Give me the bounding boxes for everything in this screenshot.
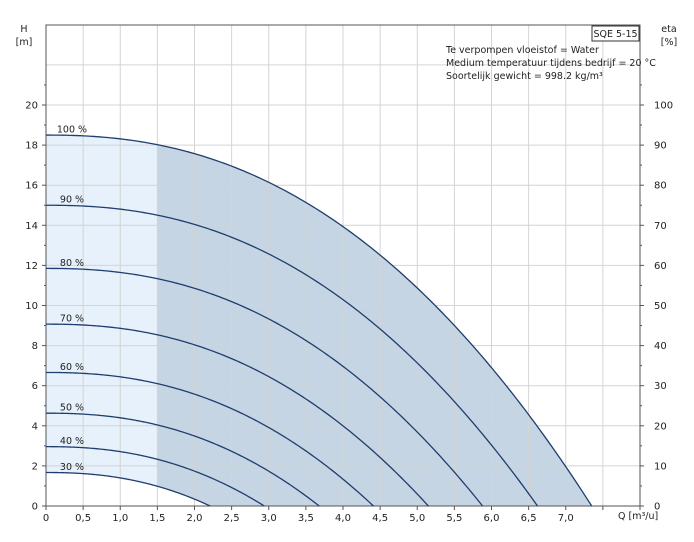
y-right-tick-label: 80 (654, 181, 667, 192)
x-tick-label: 4,5 (372, 513, 388, 524)
x-tick-label: 5,0 (409, 513, 425, 524)
chart-title: SQE 5-15 (593, 29, 637, 40)
grid (46, 25, 640, 506)
title-box (591, 25, 640, 42)
pump-curve-40-percent (46, 446, 265, 507)
x-axis-ticks: 0 0,5 1,0 1,5 2,0 2,5 3,0 3,5 4,0 4,5 5,0 5,5 6,0 6,5… (43, 506, 641, 524)
y-right-tick-label: 50 (654, 301, 667, 312)
y-left-tick-label: 8 (32, 341, 38, 352)
pump-curve-30-percent (46, 471, 211, 507)
low-flow-region (46, 135, 158, 487)
y-left-tick-label: 2 (32, 461, 38, 472)
y-right-axis-label: eta (661, 24, 676, 35)
info-line-temperature: Medium temperatuur tijdens bedrijf = 20 … (446, 58, 656, 69)
pump-curve-90-percent (45, 204, 539, 507)
x-tick-label: 7,0 (558, 513, 574, 524)
y-left-tick-label: 18 (25, 141, 38, 152)
curve-label-60-percent: 60 % (60, 362, 84, 373)
y-right-tick-label: 100 (654, 101, 673, 112)
y-right-axis-ticks: 0 10 20 30 40 50 60 70 80 90 100 (640, 84, 673, 513)
operating-area-region (157, 144, 592, 507)
curve-label-90-percent: 90 % (60, 195, 84, 206)
x-tick-label: 1,5 (149, 513, 165, 524)
info-line-fluid: Te verpompen vloeistof = Water (445, 45, 599, 56)
y-right-tick-label: 20 (654, 421, 667, 432)
x-tick-label: 3,0 (261, 513, 277, 524)
y-right-tick-label: 10 (654, 461, 667, 472)
curve-label-40-percent: 40 % (60, 436, 84, 447)
pump-curve-60-percent (45, 371, 374, 507)
info-line-density: Soortelijk gewicht = 998.2 kg/m³ (446, 71, 603, 82)
x-tick-label: 0,5 (75, 513, 91, 524)
y-right-axis-unit: [%] (661, 37, 677, 48)
y-left-tick-label: 16 (25, 181, 38, 192)
curve-label-50-percent: 50 % (60, 403, 84, 414)
y-left-tick-label: 20 (25, 101, 38, 112)
x-tick-label: 4,0 (335, 513, 351, 524)
curve-label-100-percent: 100 % (57, 124, 87, 135)
x-tick-label: 2,0 (187, 513, 203, 524)
pump-curve-100-percent (45, 134, 593, 507)
x-axis-label: Q [m³/u] (618, 511, 658, 522)
curve-label-30-percent: 30 % (60, 462, 84, 473)
curve-label-80-percent: 80 % (60, 258, 84, 269)
x-tick-label: 3,5 (298, 513, 314, 524)
y-right-tick-label: 60 (654, 261, 667, 272)
pump-curve-70-percent (45, 323, 429, 507)
x-tick-label: 0 (43, 513, 49, 524)
x-tick-label: 5,5 (446, 513, 462, 524)
y-right-tick-label: 40 (654, 341, 667, 352)
x-tick-label: 6,0 (484, 513, 500, 524)
y-right-tick-label: 70 (654, 221, 667, 232)
pump-curves: 100 % 90 % 80 % 70 % 60 % 50 % 40 % 30 % (45, 124, 593, 507)
y-left-tick-label: 14 (25, 221, 38, 232)
x-tick-label: 6,5 (521, 513, 537, 524)
pump-curve-50-percent (45, 412, 320, 507)
y-left-axis-unit: [m] (16, 37, 33, 48)
y-left-axis-ticks: 0 2 4 6 8 10 12 14 16 18 20 (25, 84, 46, 513)
y-left-tick-label: 12 (25, 261, 38, 272)
curve-label-70-percent: 70 % (60, 314, 84, 325)
x-tick-label: 2,5 (224, 513, 240, 524)
y-left-axis-label: H (20, 24, 27, 35)
y-left-tick-label: 6 (32, 381, 38, 392)
y-left-tick-label: 4 (32, 421, 38, 432)
x-tick-label: 1,0 (112, 513, 128, 524)
y-right-tick-label: 90 (654, 141, 667, 152)
y-right-tick-label: 0 (654, 502, 660, 513)
y-left-tick-label: 10 (25, 301, 38, 312)
y-left-tick-label: 0 (32, 502, 38, 513)
y-right-tick-label: 30 (654, 381, 667, 392)
pump-curve-80-percent (45, 267, 484, 507)
